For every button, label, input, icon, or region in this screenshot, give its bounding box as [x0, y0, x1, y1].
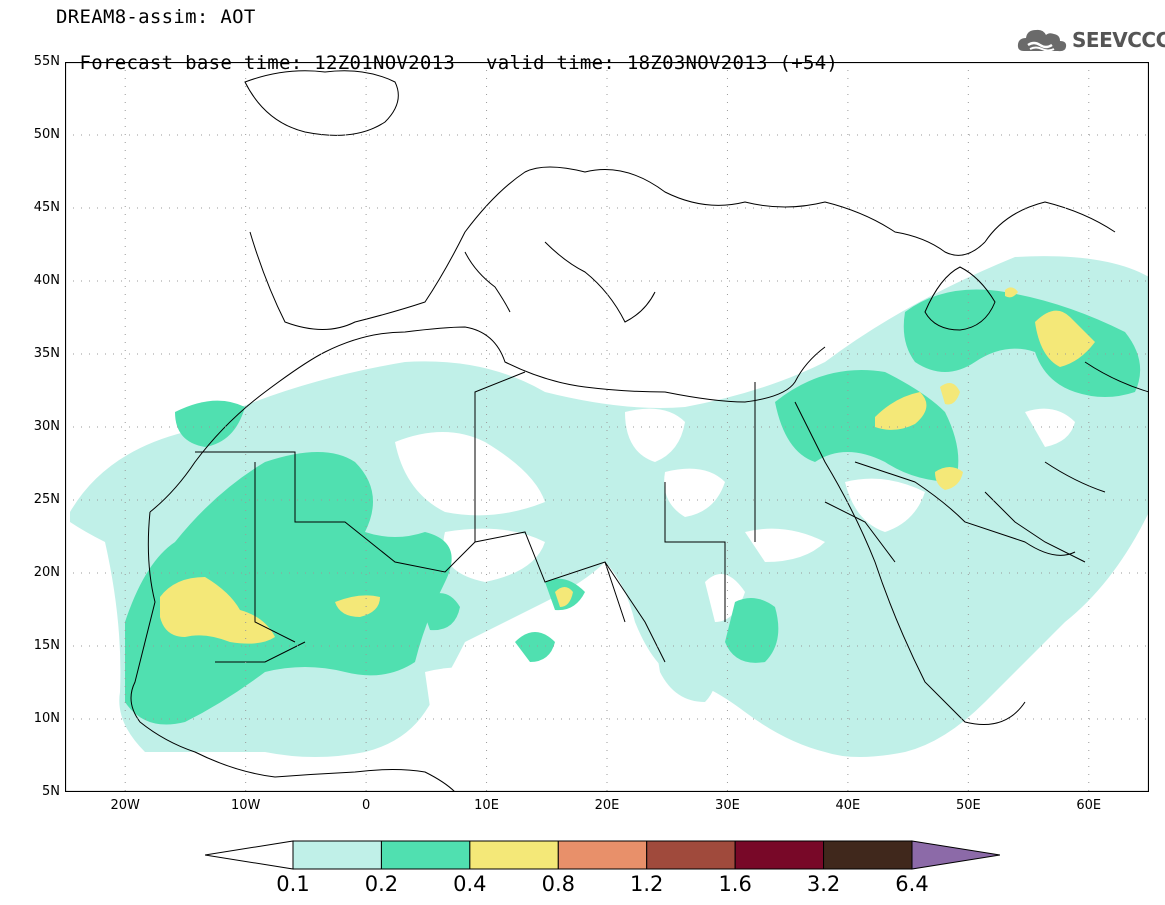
- colorbar-label: 3.2: [806, 872, 841, 896]
- lat-label: 40N: [33, 273, 60, 288]
- lon-label: 40E: [835, 798, 861, 813]
- lon-label: 50E: [955, 798, 981, 813]
- aot-level-0.2: [125, 289, 1141, 725]
- colorbar: [205, 840, 1000, 870]
- colorbar-box: [646, 840, 736, 870]
- lon-label: 0: [361, 798, 371, 813]
- map-border: [65, 62, 1149, 792]
- lon-label: 20W: [110, 798, 140, 813]
- lat-label: 50N: [33, 127, 60, 142]
- lon-label: 30E: [715, 798, 740, 813]
- coastlines-borders: [130, 70, 1149, 792]
- lon-label: 10E: [474, 798, 499, 813]
- lat-label: 10N: [33, 711, 60, 726]
- aot-map: [65, 62, 1149, 792]
- lat-label: 30N: [33, 419, 60, 434]
- colorbar-label: 6.4: [895, 872, 929, 896]
- colorbar-box: [292, 840, 382, 870]
- colorbar-label: 0.8: [541, 872, 575, 896]
- colorbar-label: 0.4: [453, 872, 487, 896]
- lat-label: 35N: [33, 346, 60, 361]
- lon-label: 60E: [1076, 798, 1102, 813]
- logo-text: SEEVCCC: [1072, 28, 1165, 52]
- colorbar-box: [734, 840, 825, 870]
- lon-label: 10W: [230, 798, 261, 813]
- cloud-icon: [1017, 29, 1067, 52]
- lat-label: 5N: [42, 784, 60, 799]
- colorbar-box: [469, 840, 559, 870]
- chart-title: DREAM8-assim: AOT: [56, 6, 256, 28]
- aot-level-0.4: [160, 287, 1095, 644]
- colorbar-over-triangle: [911, 840, 1000, 870]
- colorbar-box: [823, 840, 913, 870]
- lat-label: 20N: [33, 565, 60, 580]
- seevccc-logo: SEEVCCC: [1016, 24, 1165, 56]
- colorbar-label: 0.1: [276, 872, 310, 896]
- colorbar-box: [380, 840, 471, 870]
- colorbar-label: 1.6: [718, 872, 752, 896]
- lon-label: 20E: [594, 798, 620, 813]
- graticule: [65, 62, 1149, 792]
- lat-label: 55N: [33, 54, 60, 69]
- lat-label: 25N: [33, 492, 60, 507]
- colorbar-label: 0.2: [364, 872, 399, 896]
- lat-label: 45N: [33, 200, 60, 215]
- lat-label: 15N: [33, 638, 60, 653]
- colorbar-label: 1.2: [630, 872, 664, 896]
- colorbar-under-triangle: [205, 840, 294, 870]
- colorbar-box: [557, 840, 648, 870]
